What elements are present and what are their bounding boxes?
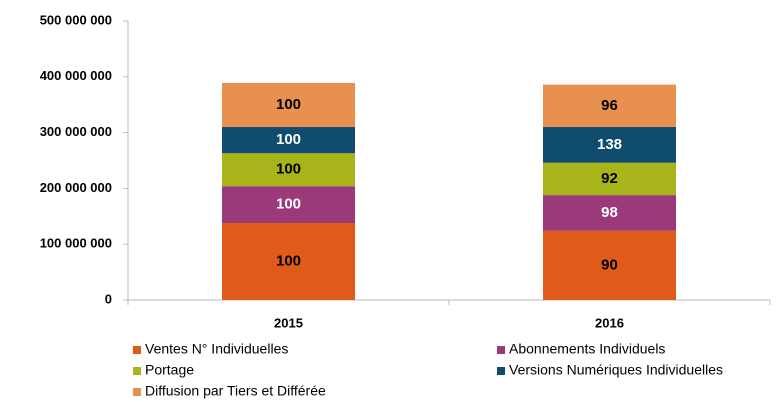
y-tick-label: 300 000 000 [40,124,112,139]
y-tick-label: 200 000 000 [40,180,112,195]
data-label: 90 [601,256,618,273]
bar-segment [222,153,355,187]
bar-segment [543,162,676,196]
legend-label: Portage [145,362,194,378]
legend-swatch [133,388,141,396]
bar-segment [543,84,676,128]
bar-segment [543,127,676,163]
legend-label: Ventes N° Individuelles [145,341,288,357]
y-tick-label: 500 000 000 [40,12,112,27]
bar-segment [543,195,676,231]
bar-segment [222,222,355,300]
data-label: 98 [601,204,618,221]
legend-swatch [133,346,141,354]
legend-label: Diffusion par Tiers et Différée [145,383,326,399]
bar-segment [222,127,355,154]
data-label: 92 [601,170,618,187]
data-label: 100 [276,196,301,213]
y-tick-label: 100 000 000 [40,236,112,251]
bar-segment [222,186,355,223]
legend-label: Versions Numériques Individuelles [509,362,723,378]
y-tick-label: 400 000 000 [40,68,112,83]
bar-segment [222,82,355,128]
y-tick-label: 0 [105,291,112,306]
legend-label: Abonnements Individuels [509,341,665,357]
data-label: 138 [597,136,622,153]
legend-swatch [497,367,505,375]
legend-swatch [133,367,141,375]
x-tick-label: 2015 [274,315,303,330]
data-label: 100 [276,96,301,113]
bar-segment [543,230,676,300]
data-label: 100 [276,161,301,178]
data-label: 100 [276,252,301,269]
x-tick-label: 2016 [595,315,624,330]
data-label: 96 [601,97,618,114]
legend-swatch [497,346,505,354]
data-label: 100 [276,131,301,148]
